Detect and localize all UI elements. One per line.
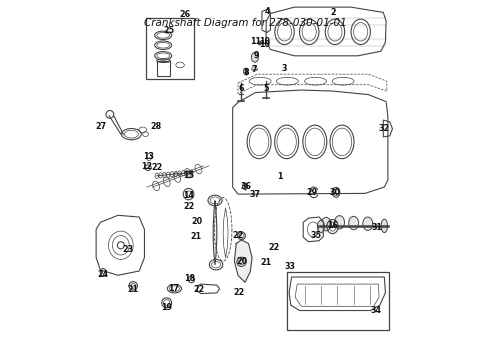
Ellipse shape (321, 217, 331, 231)
Text: 27: 27 (96, 122, 107, 131)
Text: 6: 6 (239, 85, 244, 94)
Text: 8: 8 (244, 68, 249, 77)
Text: 11: 11 (250, 37, 261, 46)
Text: 9: 9 (253, 51, 259, 60)
Text: 25: 25 (163, 26, 174, 35)
Text: 14: 14 (183, 192, 194, 201)
Text: 15: 15 (183, 171, 194, 180)
Text: 35: 35 (310, 231, 321, 240)
Text: 21: 21 (127, 285, 139, 294)
Text: 17: 17 (168, 284, 179, 293)
Text: 2: 2 (330, 8, 336, 17)
Polygon shape (213, 201, 217, 265)
Text: 22: 22 (193, 285, 204, 294)
Text: 10: 10 (259, 37, 270, 46)
Ellipse shape (363, 217, 373, 230)
Bar (157, 61, 170, 76)
Text: 32: 32 (379, 124, 390, 133)
Text: 10: 10 (259, 40, 270, 49)
Text: 24: 24 (98, 270, 109, 279)
Text: 31: 31 (372, 223, 383, 232)
Ellipse shape (335, 216, 344, 229)
Text: 21: 21 (260, 258, 271, 267)
Text: 28: 28 (151, 122, 162, 131)
Text: 37: 37 (249, 190, 260, 199)
Text: 33: 33 (284, 262, 295, 271)
Text: 3: 3 (282, 64, 287, 73)
Text: 22: 22 (183, 202, 194, 211)
Text: 4: 4 (265, 7, 270, 16)
Text: 21: 21 (190, 232, 201, 241)
Text: 7: 7 (252, 66, 257, 75)
Polygon shape (234, 240, 252, 282)
Text: 18: 18 (184, 274, 195, 283)
Ellipse shape (318, 220, 324, 233)
Text: 22: 22 (232, 231, 244, 240)
Ellipse shape (349, 216, 359, 230)
Ellipse shape (381, 219, 388, 233)
Text: 13: 13 (144, 152, 154, 161)
Text: 20: 20 (191, 217, 202, 226)
Text: 22: 22 (151, 163, 162, 172)
Ellipse shape (251, 52, 258, 62)
Text: 22: 22 (233, 288, 245, 297)
Text: 12: 12 (141, 162, 152, 171)
Text: 22: 22 (269, 243, 280, 252)
Text: Crankshaft Diagram for 278-030-01-01: Crankshaft Diagram for 278-030-01-01 (144, 18, 346, 28)
Bar (287, 272, 389, 330)
Text: 5: 5 (264, 85, 269, 94)
Text: 29: 29 (306, 188, 318, 197)
Text: 20: 20 (236, 257, 247, 266)
Text: 26: 26 (179, 10, 191, 19)
Text: 30: 30 (329, 188, 341, 197)
Bar (146, 18, 194, 80)
Text: 1: 1 (277, 172, 283, 181)
Text: 36: 36 (241, 182, 252, 191)
Text: 16: 16 (327, 221, 338, 230)
Text: 23: 23 (122, 246, 133, 255)
Text: 34: 34 (371, 306, 382, 315)
Text: 19: 19 (161, 303, 172, 312)
